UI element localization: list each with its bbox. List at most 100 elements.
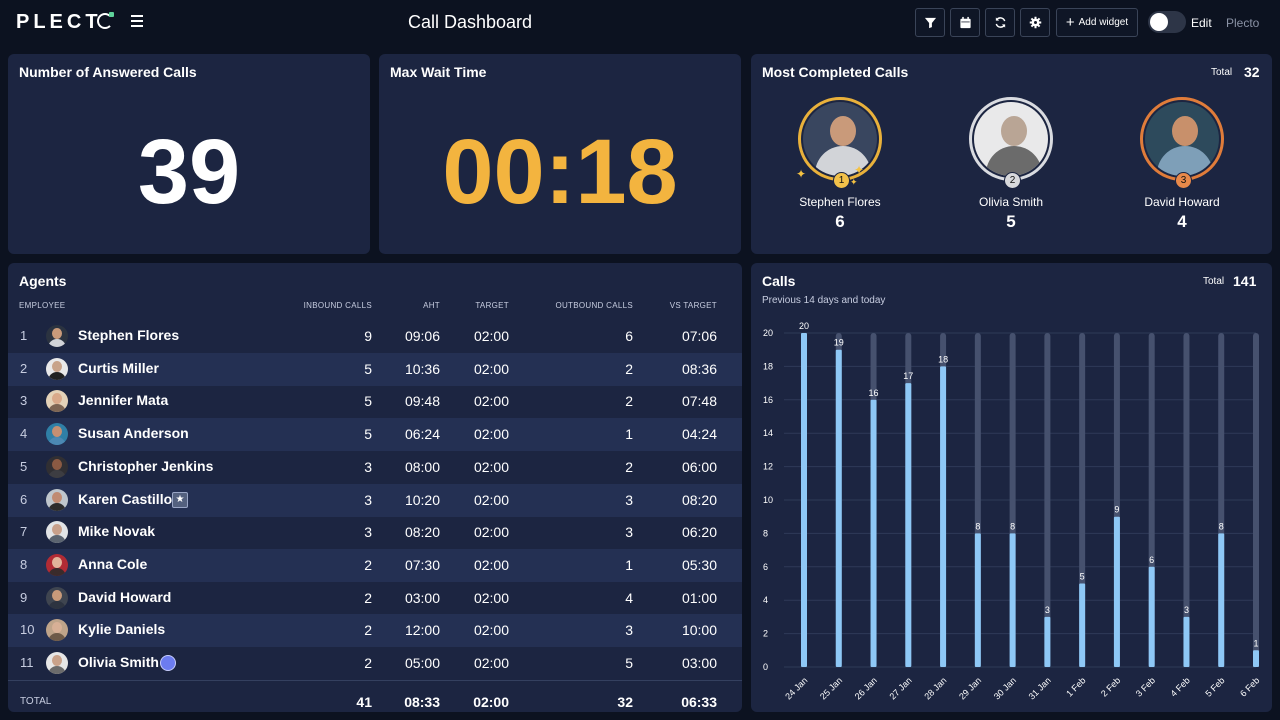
table-row[interactable]: 1 Stephen Flores 9 09:06 02:00 6 07:06 xyxy=(8,320,742,353)
add-widget-button[interactable]: + Add widget xyxy=(1056,8,1138,37)
x-tick-label: 4 Feb xyxy=(1169,675,1192,698)
y-tick-label: 14 xyxy=(763,428,773,438)
rank-badge: 1 xyxy=(833,172,850,189)
row-index: 2 xyxy=(20,360,28,376)
aht: 08:00 xyxy=(404,458,440,475)
outbound-calls: 3 xyxy=(625,491,633,508)
table-row[interactable]: 10 Kylie Daniels 2 12:00 02:00 3 10:00 xyxy=(8,614,742,648)
column-header-employee: EMPLOYEE xyxy=(19,301,66,310)
bar xyxy=(1218,533,1225,667)
filter-button[interactable] xyxy=(915,8,945,37)
logo-mark xyxy=(97,13,113,29)
most-completed-card: Most Completed Calls Total 32 1 ✦ ✦ ✦ St… xyxy=(751,54,1272,254)
leader-name: Olivia Smith xyxy=(978,195,1043,209)
bar-track xyxy=(1253,333,1259,667)
aht: 10:20 xyxy=(404,491,440,508)
employee-name: Stephen Flores xyxy=(78,327,180,343)
calendar-button[interactable] xyxy=(950,8,980,37)
refresh-icon xyxy=(995,17,1005,28)
table-row[interactable]: 4 Susan Anderson 5 06:24 02:00 1 04:24 xyxy=(8,418,742,452)
total-value: 141 xyxy=(1233,273,1257,289)
employee-name: Jennifer Mata xyxy=(78,392,169,409)
employee-name: Susan Anderson xyxy=(78,425,189,442)
avatar xyxy=(46,423,68,446)
x-tick-label: 2 Feb xyxy=(1099,675,1122,698)
vs-target: 05:30 xyxy=(681,556,717,573)
calendar-icon xyxy=(959,16,971,29)
gear-icon xyxy=(1029,16,1041,29)
inbound-calls: 2 xyxy=(364,556,372,573)
refresh-button[interactable] xyxy=(985,8,1015,37)
leader-name: Stephen Flores xyxy=(799,195,881,209)
inbound-calls: 2 xyxy=(364,589,372,606)
total-outbound: 32 xyxy=(617,694,633,710)
bar xyxy=(1113,516,1120,667)
employee-name: Olivia Smith xyxy=(78,654,159,670)
row-index: 9 xyxy=(20,589,28,605)
inbound-calls: 5 xyxy=(364,393,372,410)
edit-toggle[interactable] xyxy=(1148,11,1186,33)
vs-target: 03:00 xyxy=(681,655,717,671)
x-tick-label: 1 Feb xyxy=(1064,675,1087,698)
table-row[interactable]: 8 Anna Cole 2 07:30 02:00 1 05:30 xyxy=(8,548,742,582)
avatar xyxy=(46,357,68,380)
target: 02:00 xyxy=(473,556,509,573)
x-tick-label: 28 Jan xyxy=(922,675,948,701)
table-row[interactable]: 3 Jennifer Mata 5 09:48 02:00 2 07:48 xyxy=(8,385,742,418)
bar xyxy=(835,349,842,667)
total-label: Total xyxy=(1203,276,1225,287)
employee-name: Christopher Jenkins xyxy=(78,457,214,474)
total-target: 02:00 xyxy=(473,694,509,710)
bar xyxy=(940,366,947,667)
plus-icon: + xyxy=(1065,13,1075,31)
vs-target: 01:00 xyxy=(681,589,717,606)
table-row[interactable]: 11 Olivia Smith 2 05:00 02:00 5 03:00 xyxy=(8,647,742,680)
table-row[interactable]: 2 Curtis Miller 5 10:36 02:00 2 08:36 xyxy=(8,352,742,386)
vs-target: 08:20 xyxy=(681,491,717,508)
card-title: Agents xyxy=(19,273,67,289)
row-index: 11 xyxy=(20,655,34,670)
table-row[interactable]: 6 Karen Castillo 3 10:20 02:00 3 08:20 ★ xyxy=(8,483,742,517)
target: 02:00 xyxy=(473,655,509,671)
target: 02:00 xyxy=(473,360,509,377)
table-row[interactable]: 5 Christopher Jenkins 3 08:00 02:00 2 06… xyxy=(8,451,742,484)
leader-2[interactable]: 2 Olivia Smith 5 xyxy=(951,97,1071,232)
leader-3[interactable]: 3 David Howard 4 xyxy=(1122,97,1242,232)
sparkle-icon: ✦ xyxy=(850,177,858,187)
card-title: Most Completed Calls xyxy=(762,64,909,80)
x-tick-label: 26 Jan xyxy=(853,675,879,701)
x-tick-label: 30 Jan xyxy=(992,675,1018,701)
bar xyxy=(1079,583,1086,667)
target: 02:00 xyxy=(473,458,509,475)
answered-calls-value: 39 xyxy=(137,121,241,223)
aht: 06:24 xyxy=(404,426,440,443)
row-index: 8 xyxy=(20,556,28,572)
table-total-row: TOTAL 41 08:33 02:00 32 06:33 xyxy=(8,680,742,712)
filter-icon xyxy=(924,17,936,29)
x-tick-label: 3 Feb xyxy=(1134,675,1157,698)
row-index: 1 xyxy=(20,328,28,343)
y-tick-label: 16 xyxy=(763,395,773,405)
agents-card: Agents EMPLOYEE INBOUND CALLS AHT TARGET… xyxy=(8,263,742,712)
table-row[interactable]: 9 David Howard 2 03:00 02:00 4 01:00 xyxy=(8,582,742,615)
chart-subtitle: Previous 14 days and today xyxy=(762,295,886,306)
menu-icon[interactable] xyxy=(131,15,143,27)
outbound-calls: 6 xyxy=(625,328,633,344)
aht: 05:00 xyxy=(404,655,440,671)
row-index: 3 xyxy=(20,393,28,409)
outbound-calls: 5 xyxy=(625,655,633,671)
table-row[interactable]: 7 Mike Novak 3 08:20 02:00 3 06:20 xyxy=(8,516,742,549)
data-label: 3 xyxy=(1045,605,1050,615)
settings-button[interactable] xyxy=(1020,8,1050,37)
target: 02:00 xyxy=(473,524,509,541)
y-tick-label: 18 xyxy=(763,361,773,371)
y-tick-label: 20 xyxy=(763,328,773,338)
brand-label: Plecto xyxy=(1226,16,1260,30)
avatar xyxy=(46,488,68,511)
data-label: 19 xyxy=(834,338,844,348)
x-tick-label: 31 Jan xyxy=(1027,675,1053,701)
outbound-calls: 2 xyxy=(625,458,633,475)
inbound-calls: 2 xyxy=(364,655,372,671)
leader-count: 4 xyxy=(1177,212,1187,231)
leader-1[interactable]: 1 ✦ ✦ ✦ Stephen Flores 6 xyxy=(780,97,900,232)
